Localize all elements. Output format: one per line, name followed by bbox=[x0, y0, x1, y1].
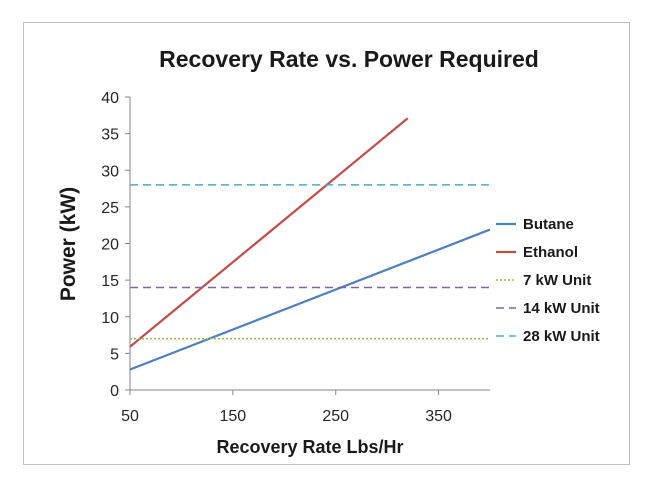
x-tick-label: 50 bbox=[121, 408, 139, 425]
x-tick-label: 350 bbox=[425, 408, 452, 425]
y-tick-label: 20 bbox=[101, 237, 119, 254]
legend-label-ethanol: Ethanol bbox=[523, 244, 578, 261]
y-tick-label: 0 bbox=[110, 383, 119, 400]
x-tick-label: 250 bbox=[322, 408, 349, 425]
legend-label-7-kw-unit: 7 kW Unit bbox=[523, 272, 591, 289]
series-line-ethanol bbox=[129, 117, 409, 348]
series-line-butane bbox=[129, 228, 491, 371]
chart-title: Recovery Rate vs. Power Required bbox=[159, 46, 539, 72]
y-tick-label: 10 bbox=[101, 310, 119, 327]
y-tick-label: 15 bbox=[101, 273, 119, 290]
x-axis-ticks: 50 150 250 350 bbox=[121, 390, 452, 425]
legend-label-28-kw-unit: 28 kW Unit bbox=[523, 328, 600, 345]
y-tick-label: 5 bbox=[110, 346, 119, 363]
y-tick-label: 30 bbox=[101, 163, 119, 180]
y-axis-label: Power (kW) bbox=[57, 187, 80, 301]
chart-frame bbox=[23, 22, 630, 465]
legend-label-14-kw-unit: 14 kW Unit bbox=[523, 300, 600, 317]
y-tick-label: 25 bbox=[101, 200, 119, 217]
x-tick-label: 150 bbox=[220, 408, 247, 425]
plot-area bbox=[129, 117, 491, 371]
y-axis-ticks: 0 5 10 15 20 25 30 35 40 bbox=[101, 90, 130, 400]
legend-label-butane: Butane bbox=[523, 216, 574, 233]
y-tick-label: 35 bbox=[101, 127, 119, 144]
x-axis-label: Recovery Rate Lbs/Hr bbox=[216, 437, 403, 457]
legend: Butane Ethanol 7 kW Unit 14 kW Unit 28 kW Un… bbox=[496, 216, 600, 345]
y-tick-label: 40 bbox=[101, 90, 119, 107]
